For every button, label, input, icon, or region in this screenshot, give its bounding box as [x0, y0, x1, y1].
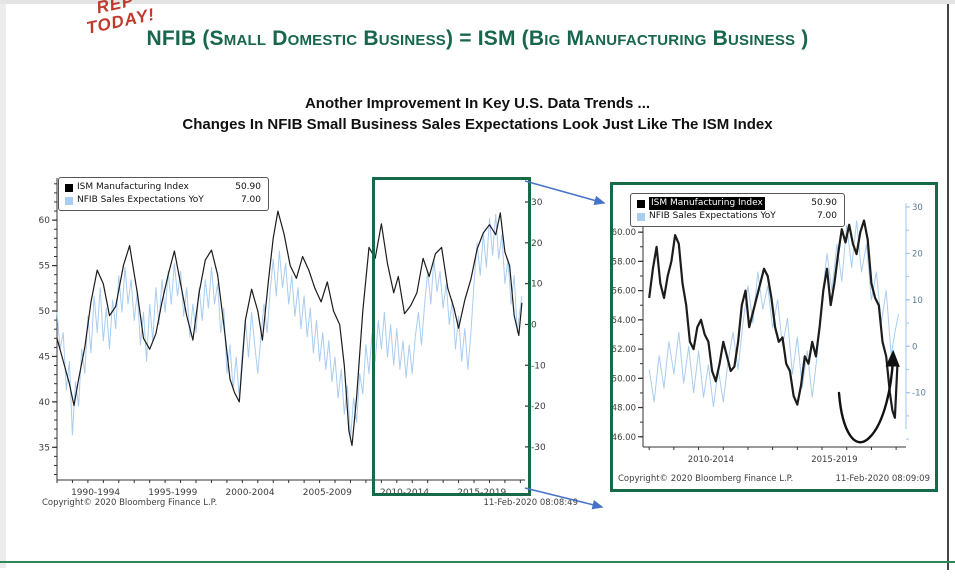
x-axis-label: 2015-2019	[811, 455, 857, 465]
right-chart-legend: ISM Manufacturing Index 50.90 NFIB Sales…	[630, 193, 845, 227]
right-tick-label: 10	[531, 280, 543, 290]
x-axis-label: 2010-2014	[380, 488, 429, 498]
nfib-legend-value: 7.00	[816, 211, 837, 221]
window-left-edge	[0, 4, 6, 568]
right-chart-copyright: Copyright© 2020 Bloomberg Finance L.P.	[618, 474, 794, 484]
left-tick-label: 56.00	[613, 287, 636, 297]
left-tick-label: 60.00	[613, 228, 636, 238]
right-tick-label: 0	[912, 342, 917, 352]
right-tick-label: -30	[531, 443, 546, 453]
left-tick-label: 55	[39, 262, 50, 272]
ism-legend-value: 50.90	[811, 198, 837, 208]
page-subtitle: Another Improvement In Key U.S. Data Tre…	[0, 93, 955, 135]
left-tick-label: 50.00	[613, 374, 636, 384]
right-tick-label: 30	[531, 198, 543, 208]
ism-line	[648, 219, 899, 419]
nfib-legend-label: NFIB Sales Expectations YoY	[77, 195, 204, 205]
x-axis-label: 2005-2009	[303, 488, 352, 498]
right-tick-label: -20	[531, 402, 546, 412]
right-tick-label: 30	[912, 203, 923, 213]
page-title: NFIB (Small Domestic Business) = ISM (Bi…	[146, 27, 809, 50]
window-right-edge	[947, 4, 949, 570]
left-chart-canvas: 35 40 45 50 55 60 -30 -20 -10 0 10 20 30 1990-1994 199…	[39, 178, 546, 498]
left-tick-label: 35	[39, 443, 50, 453]
left-tick-label: 46.00	[613, 433, 636, 443]
right-chart-frame: 46.00 48.00 50.00 52.00 54.00 56.00 58.00 60.00…	[610, 182, 938, 492]
ism-line	[56, 210, 523, 447]
nfib-line	[56, 213, 523, 440]
right-tick-label: 20	[912, 249, 923, 259]
nfib-legend-value: 7.00	[240, 195, 261, 205]
nfib-line	[648, 220, 900, 408]
legend-row-nfib: NFIB Sales Expectations YoY 7.00	[637, 210, 837, 223]
hand-drawn-arrow	[837, 349, 900, 444]
x-axis-label: 1990-1994	[71, 488, 120, 498]
legend-row-nfib: NFIB Sales Expectations YoY 7.00	[65, 194, 261, 207]
ism-legend-value: 50.90	[235, 182, 261, 192]
legend-row-ism: ISM Manufacturing Index 50.90	[637, 197, 837, 210]
window-top-edge	[0, 0, 955, 4]
subtitle-line-1: Another Improvement In Key U.S. Data Tre…	[304, 95, 651, 112]
ism-swatch-icon	[65, 183, 73, 192]
x-axis-label: 2015-2019	[457, 488, 506, 498]
left-tick-label: 58.00	[613, 257, 636, 267]
right-tick-label: -10	[531, 361, 546, 371]
x-axis-label: 2010-2014	[688, 455, 734, 465]
right-tick-label: 20	[531, 239, 543, 249]
subtitle-line-2: Changes In NFIB Small Business Sales Exp…	[182, 116, 773, 133]
ism-legend-label: ISM Manufacturing Index	[649, 197, 765, 210]
x-axis-label: 1995-1999	[148, 488, 197, 498]
left-tick-label: 45	[39, 352, 50, 362]
left-tick-label: 54.00	[613, 316, 636, 326]
nfib-swatch-icon	[637, 212, 645, 221]
right-chart-timestamp: 11-Feb-2020 08:09:09	[835, 474, 930, 484]
right-tick-label: -10	[912, 389, 926, 399]
x-axis-label: 2000-2004	[226, 488, 275, 498]
left-chart-legend: ISM Manufacturing Index 50.90 NFIB Sales…	[58, 177, 269, 211]
right-chart-canvas: 46.00 48.00 50.00 52.00 54.00 56.00 58.00 60.00…	[613, 196, 926, 465]
left-tick-label: 52.00	[613, 345, 636, 355]
ism-legend-label: ISM Manufacturing Index	[77, 182, 189, 192]
left-tick-label: 48.00	[613, 404, 636, 414]
bottom-green-rule	[0, 561, 955, 563]
left-chart-copyright: Copyright© 2020 Bloomberg Finance L.P.	[42, 498, 218, 508]
ism-swatch-icon	[637, 199, 645, 208]
left-tick-label: 60	[39, 216, 51, 226]
nfib-swatch-icon	[65, 196, 73, 205]
left-tick-label: 50	[39, 307, 51, 317]
legend-row-ism: ISM Manufacturing Index 50.90	[65, 181, 261, 194]
right-tick-label: 10	[912, 296, 923, 306]
nfib-legend-label: NFIB Sales Expectations YoY	[649, 211, 776, 221]
right-tick-label: 0	[531, 320, 537, 330]
left-tick-label: 40	[39, 398, 51, 408]
